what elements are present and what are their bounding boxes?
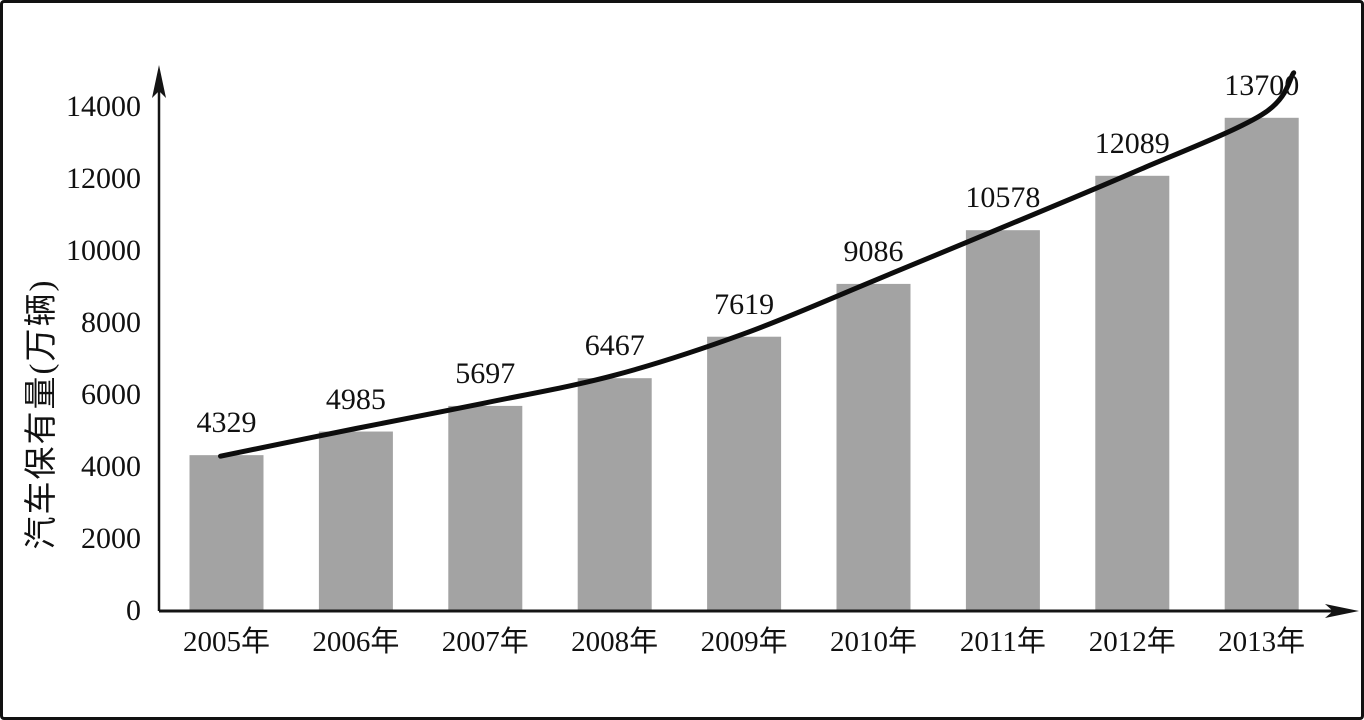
y-tick-label-6000: 6000: [81, 378, 141, 411]
bar-value-label-4329: 4329: [196, 406, 257, 440]
y-tick-label-2000: 2000: [81, 522, 141, 555]
y-tick-label-14000: 14000: [66, 90, 141, 123]
x-tick-label-2009年: 2009年: [700, 626, 788, 658]
chart-bar-2013年: [1224, 117, 1299, 612]
bar-value-label-12089: 12089: [1094, 126, 1170, 160]
chart-bar-2011年: [965, 230, 1040, 611]
y-tick-label-4000: 4000: [81, 450, 141, 483]
chart-bar-2009年: [707, 336, 782, 611]
bar-value-label-7619: 7619: [714, 287, 775, 321]
y-tick-label-12000: 12000: [66, 162, 141, 195]
chart-bar-2006年: [318, 431, 393, 611]
chart-plot-canvas: [152, 65, 1359, 618]
y-tick-label-10000: 10000: [66, 234, 141, 267]
x-tick-label-2013年: 2013年: [1218, 626, 1306, 658]
trend-curve: [218, 70, 1297, 459]
y-axis-arrow-icon: [152, 65, 166, 98]
bar-value-label-5697: 5697: [455, 356, 516, 390]
bar-value-label-6467: 6467: [584, 329, 645, 363]
y-axis-title: 汽车保有量(万辆): [24, 278, 60, 550]
chart-bar-2007年: [448, 405, 523, 611]
x-tick-label-2010年: 2010年: [829, 626, 917, 658]
bar-value-label-10578: 10578: [965, 181, 1041, 215]
x-tick-label-2007年: 2007年: [441, 626, 529, 658]
y-tick-label-8000: 8000: [81, 306, 141, 339]
bar-value-label-4985: 4985: [325, 382, 386, 416]
x-tick-label-2008年: 2008年: [571, 626, 659, 658]
x-tick-label-2005年: 2005年: [182, 626, 270, 658]
chart-bar-2008年: [577, 378, 652, 611]
y-tick-label-0: 0: [126, 594, 141, 627]
bar-value-label-9086: 9086: [843, 234, 904, 268]
chart-bar-2010年: [836, 283, 911, 611]
bar-value-label-13700: 13700: [1224, 68, 1300, 102]
x-axis-arrow-icon: [1325, 604, 1359, 618]
x-tick-label-2012年: 2012年: [1088, 626, 1176, 658]
chart-bar-2005年: [189, 455, 264, 611]
x-tick-label-2006年: 2006年: [312, 626, 400, 658]
x-tick-label-2011年: 2011年: [959, 626, 1046, 658]
chart-bar-2012年: [1095, 175, 1170, 611]
